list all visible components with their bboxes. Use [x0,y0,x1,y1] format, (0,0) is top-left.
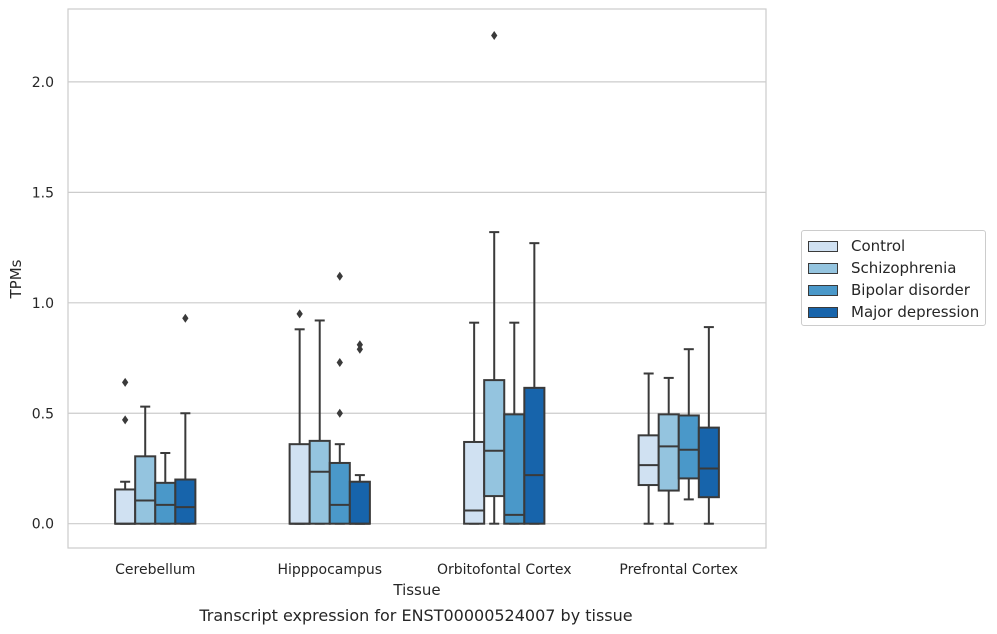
outlier-point [356,340,364,350]
legend-item-bipolar-disorder: Bipolar disorder [808,280,970,300]
box-major-depression-orbitofontal-cortex [523,242,546,525]
box-body [288,443,311,525]
box-body [697,426,720,499]
box-bipolar-disorder-orbitofontal-cortex [503,321,526,525]
x-tick-label-prefrontal-cortex: Prefrontal Cortex [619,562,738,578]
box-control-orbitofontal-cortex [463,321,486,525]
x-tick-label-orbitofontal-cortex: Orbitofontal Cortex [437,562,572,578]
outlier-point [336,408,343,418]
legend-label-bipolar-disorder: Bipolar disorder [851,281,970,299]
outlier-point [491,31,498,41]
box-bipolar-disorder-cerebellum [154,452,177,525]
y-axis-label: TPMs [7,259,25,299]
legend-swatch-major-depression [808,306,838,318]
outlier-point [296,309,303,319]
legend-item-major-depression: Major depression [808,302,979,322]
box-body [308,439,331,525]
x-tick-label-hipppocampus: Hipppocampus [277,562,382,578]
y-axis-ticks: 0.0 0.5 1.0 1.5 2.0 [32,75,54,533]
y-tick-label: 1.5 [32,185,54,201]
legend: Control Schizophrenia Bipolar disorder M… [801,230,986,326]
box-control-hipppocampus [288,309,311,525]
chart-caption: Transcript expression for ENST0000052400… [199,606,633,625]
x-axis-label: Tissue [392,581,440,599]
legend-label-control: Control [851,237,906,255]
box-body [134,455,157,525]
y-tick-label: 2.0 [32,75,54,91]
box-body [483,379,506,498]
box-body [174,478,197,525]
plot-area [67,8,767,549]
box-control-prefrontal-cortex [637,372,660,525]
box-bipolar-disorder-hipppocampus [328,271,351,525]
box-body [503,413,526,525]
boxes [114,31,720,525]
legend-label-major-depression: Major depression [851,303,980,321]
x-axis-ticks: Cerebellum Hipppocampus Orbitofontal Corte… [115,562,738,578]
legend-swatch-bipolar-disorder [808,284,838,296]
box-major-depression-hipppocampus [348,340,371,525]
box-schizophrenia-prefrontal-cortex [657,376,680,525]
box-major-depression-cerebellum [174,313,197,525]
box-body [114,488,137,525]
box-bipolar-disorder-prefrontal-cortex [677,348,700,501]
y-tick-label: 0.0 [32,517,54,533]
y-tick-label: 1.0 [32,296,54,312]
box-schizophrenia-orbitofontal-cortex [483,31,506,525]
box-body [154,481,177,525]
box-schizophrenia-hipppocampus [308,319,331,525]
outlier-point [121,377,129,387]
box-body [523,386,546,525]
box-schizophrenia-cerebellum [134,405,157,525]
box-body [677,414,700,480]
legend-item-schizophrenia: Schizophrenia [808,258,956,278]
box-body [637,434,660,487]
box-major-depression-prefrontal-cortex [697,326,720,525]
outlier-point [121,415,129,425]
legend-item-control: Control [808,236,905,256]
legend-swatch-control [808,240,838,252]
y-tick-label: 0.5 [32,406,54,422]
legend-label-schizophrenia: Schizophrenia [851,259,957,277]
legend-swatch-schizophrenia [808,262,838,274]
box-body [348,480,371,525]
outlier-point [182,313,189,323]
outlier-point [336,357,343,367]
box-control-cerebellum [114,377,137,525]
outlier-point [336,271,343,281]
box-body [328,461,351,525]
box-body [657,413,680,492]
x-tick-label-cerebellum: Cerebellum [115,562,195,578]
